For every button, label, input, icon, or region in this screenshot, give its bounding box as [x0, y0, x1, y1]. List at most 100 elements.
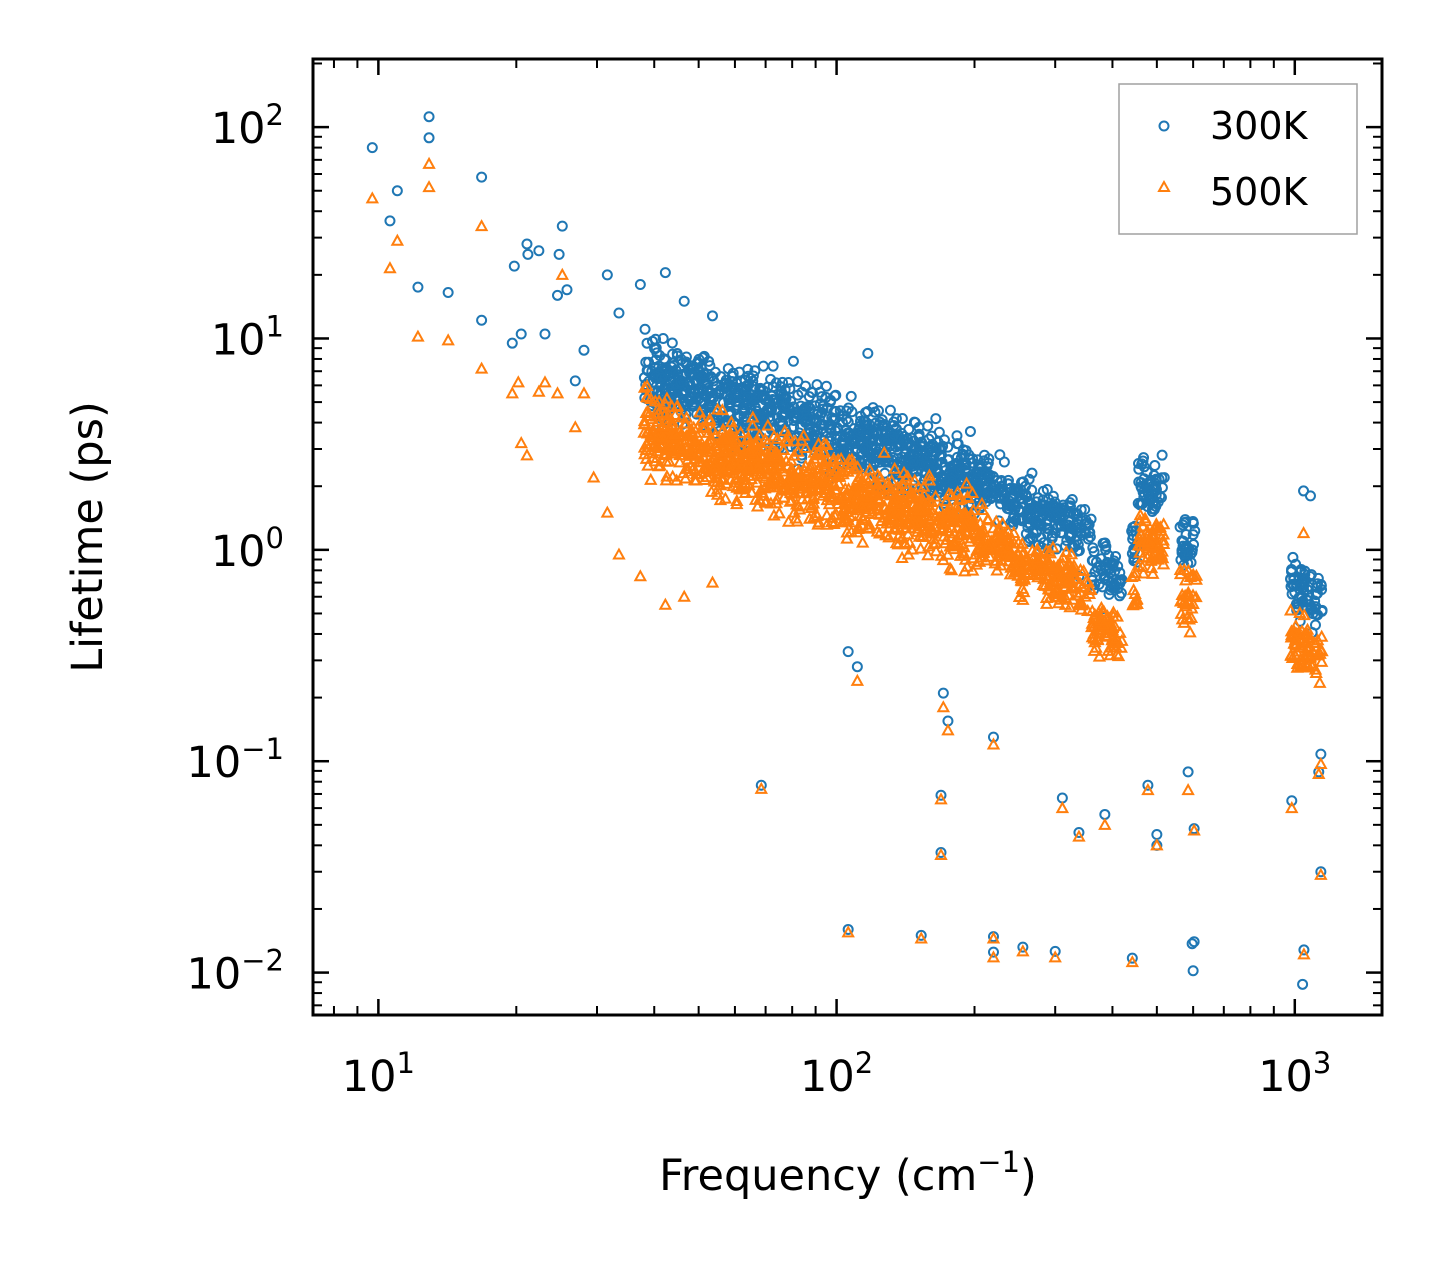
data-point — [1176, 535, 1188, 547]
data-point — [1284, 647, 1299, 660]
data-point — [848, 515, 863, 528]
data-point — [959, 476, 974, 489]
data-point — [639, 323, 651, 335]
data-point — [820, 493, 834, 506]
y-axis-label: Lifetime (ps) — [63, 401, 113, 673]
legend-marker-300k — [1158, 120, 1170, 132]
data-point — [1285, 801, 1299, 814]
data-point — [1048, 501, 1060, 513]
data-point — [928, 489, 943, 502]
data-point — [669, 473, 684, 486]
data-point — [1072, 518, 1084, 530]
y-tick-label: 100 — [211, 521, 284, 577]
data-point — [1300, 622, 1315, 635]
data-point — [750, 499, 765, 512]
data-point — [994, 541, 1008, 554]
y-tick-label: 101 — [211, 309, 284, 365]
data-point — [1076, 563, 1091, 577]
data-point — [1309, 665, 1323, 678]
data-point — [658, 448, 672, 461]
data-point — [873, 470, 887, 483]
data-point — [797, 471, 811, 484]
data-point — [649, 439, 664, 453]
data-point — [1309, 595, 1321, 607]
data-point — [1136, 550, 1150, 563]
data-point — [1297, 947, 1311, 960]
data-point — [778, 424, 792, 437]
data-point — [1184, 610, 1199, 623]
x-tick-labels: 101 102 103 — [342, 1046, 1332, 1102]
data-point — [762, 381, 774, 393]
data-point — [1063, 600, 1077, 613]
data-point — [872, 526, 887, 539]
data-point — [862, 517, 876, 530]
data-point — [828, 482, 842, 495]
data-point — [1187, 823, 1201, 836]
data-point — [916, 441, 928, 453]
data-point — [889, 468, 901, 480]
data-point — [1056, 576, 1071, 589]
data-point — [657, 333, 669, 345]
data-point — [826, 451, 841, 464]
data-point — [1290, 558, 1302, 570]
data-point — [724, 415, 739, 428]
data-point — [971, 473, 983, 485]
data-point — [986, 950, 1001, 963]
data-point — [1072, 597, 1086, 610]
data-point — [826, 419, 838, 431]
data-point — [937, 480, 949, 492]
data-point — [1156, 536, 1171, 549]
data-point — [1065, 561, 1079, 574]
data-point — [987, 731, 999, 743]
data-point — [919, 521, 934, 534]
data-point — [847, 462, 862, 475]
data-point — [383, 261, 397, 274]
data-point — [864, 506, 879, 520]
data-point — [1106, 605, 1121, 618]
y-tick-label: 10−1 — [187, 732, 284, 788]
data-point — [1156, 449, 1168, 461]
data-point — [1003, 483, 1015, 495]
data-point — [934, 523, 949, 536]
data-point — [1109, 565, 1121, 577]
data-point — [850, 673, 865, 686]
data-point — [906, 510, 921, 523]
data-point — [969, 531, 984, 544]
data-point — [684, 433, 698, 446]
data-point — [882, 486, 896, 499]
data-point — [553, 248, 565, 260]
data-point — [997, 526, 1012, 539]
data-point — [733, 439, 747, 453]
data-point — [776, 442, 791, 455]
data-point — [663, 429, 678, 442]
data-point — [638, 416, 652, 429]
data-point — [1035, 499, 1047, 511]
data-point — [1298, 944, 1310, 956]
data-point — [758, 495, 773, 508]
data-point — [1058, 509, 1070, 521]
data-point — [832, 468, 846, 481]
data-point — [1087, 626, 1101, 639]
data-point — [1067, 581, 1082, 594]
data-point — [730, 459, 745, 472]
data-point — [1293, 652, 1308, 665]
data-point — [515, 328, 527, 340]
data-point — [834, 451, 848, 464]
data-point — [538, 375, 552, 388]
data-point — [747, 370, 759, 382]
data-point — [761, 418, 775, 431]
data-point — [654, 350, 666, 362]
data-point — [1314, 756, 1328, 770]
x-tick-base: 10 — [1258, 1052, 1313, 1102]
data-point — [760, 392, 772, 404]
data-point — [552, 289, 564, 301]
data-point — [723, 394, 735, 406]
data-point — [1064, 506, 1076, 518]
data-point — [1009, 501, 1021, 513]
data-point — [1314, 654, 1329, 667]
data-point — [1158, 472, 1170, 484]
data-point — [671, 348, 683, 360]
data-point — [932, 510, 947, 523]
data-point — [1055, 801, 1070, 814]
data-point — [1018, 513, 1030, 525]
